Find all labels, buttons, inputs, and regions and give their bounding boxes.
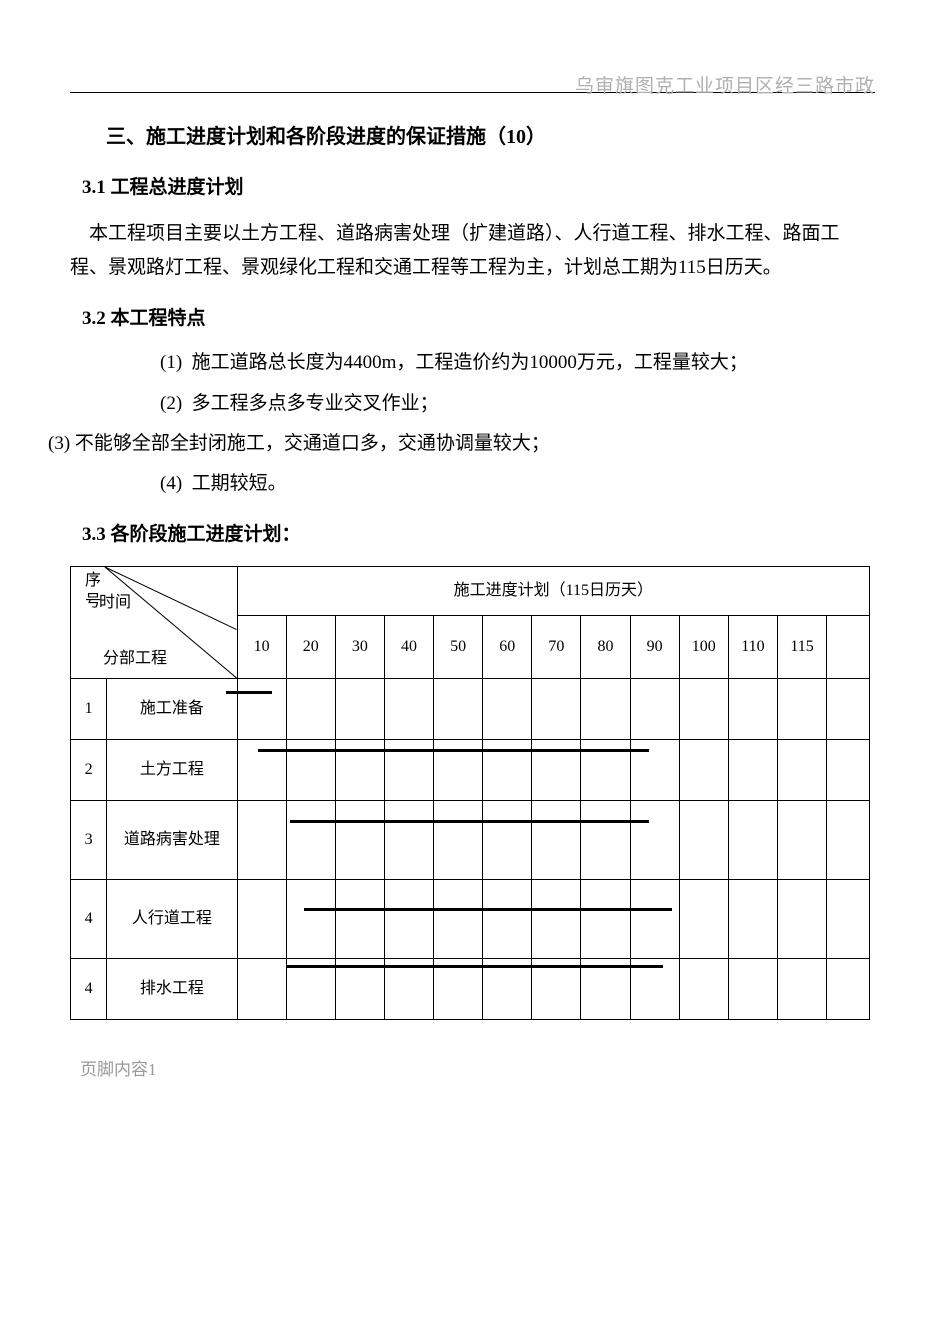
gantt-row-2-name: 土方工程 — [107, 740, 237, 801]
list-item-4-text: 工期较短。 — [192, 473, 287, 494]
subheading-3-3: 3.3 各阶段施工进度计划： — [82, 520, 875, 550]
gantt-day-60: 60 — [483, 616, 532, 679]
gantt-table: 序 号 时间 分部工程 施工进度计划（115日历天） 10 20 30 40 — [70, 566, 870, 1020]
page-footer: 页脚内容1 — [80, 1056, 875, 1083]
document-page: 乌审旗图克工业项目区经三路市政 三、施工进度计划和各阶段进度的保证措施（10） … — [0, 0, 945, 1123]
gantt-schedule-title: 施工进度计划（115日历天） — [237, 567, 869, 616]
list-item-2-text: 多工程多点多专业交叉作业； — [192, 393, 439, 414]
gantt-row-1: 1 施工准备 — [71, 679, 870, 740]
list-item-1-text: 施工道路总长度为4400m，工程造价约为10000万元，工程量较大； — [192, 352, 748, 373]
gantt-day-115: 115 — [777, 616, 826, 679]
list-item-3-text: 不能够全部全封闭施工，交通道口多，交通协调量较大； — [75, 433, 550, 454]
paragraph-3-1: 本工程项目主要以土方工程、道路病害处理（扩建道路）、人行道工程、排水工程、路面工… — [70, 217, 875, 284]
gantt-row-5-name: 排水工程 — [107, 959, 237, 1020]
gantt-header-row-1: 序 号 时间 分部工程 施工进度计划（115日历天） — [71, 567, 870, 616]
subheading-3-1: 3.1 工程总进度计划 — [82, 173, 875, 203]
list-item-3: (3) 不能够全部全封闭施工，交通道口多，交通协调量较大； — [48, 429, 875, 459]
gantt-row-1-no: 1 — [71, 679, 107, 740]
gantt-day-30: 30 — [335, 616, 384, 679]
gantt-day-110: 110 — [728, 616, 777, 679]
page-header-right: 乌审旗图克工业项目区经三路市政 — [575, 72, 875, 102]
gantt-day-50: 50 — [434, 616, 483, 679]
section-title: 三、施工进度计划和各阶段进度的保证措施（10） — [106, 121, 875, 153]
diagonal-lines-icon — [71, 567, 237, 678]
gantt-day-40: 40 — [384, 616, 433, 679]
gantt-row-4-name: 人行道工程 — [107, 880, 237, 959]
gantt-row-4: 4 人行道工程 — [71, 880, 870, 959]
list-item-1: (1) 施工道路总长度为4400m，工程造价约为10000万元，工程量较大； — [160, 348, 875, 378]
gantt-row-3-no: 3 — [71, 801, 107, 880]
gantt-row-1-name: 施工准备 — [107, 679, 237, 740]
gantt-day-100: 100 — [679, 616, 728, 679]
gantt-row-2: 2 土方工程 — [71, 740, 870, 801]
subheading-3-2: 3.2 本工程特点 — [82, 304, 875, 334]
gantt-row-2-no: 2 — [71, 740, 107, 801]
gantt-row-3-name: 道路病害处理 — [107, 801, 237, 880]
gantt-row-5: 4 排水工程 — [71, 959, 870, 1020]
gantt-row-5-no: 4 — [71, 959, 107, 1020]
list-item-2: (2) 多工程多点多专业交叉作业； — [160, 389, 875, 419]
gantt-day-extra — [827, 616, 870, 679]
gantt-header-diagonal: 序 号 时间 分部工程 — [71, 567, 238, 679]
gantt-day-20: 20 — [286, 616, 335, 679]
gantt-chart: 序 号 时间 分部工程 施工进度计划（115日历天） 10 20 30 40 — [70, 566, 870, 1020]
gantt-row-4-no: 4 — [71, 880, 107, 959]
gantt-day-90: 90 — [630, 616, 679, 679]
gantt-row-3: 3 道路病害处理 — [71, 801, 870, 880]
gantt-day-70: 70 — [532, 616, 581, 679]
list-item-4: (4) 工期较短。 — [160, 469, 875, 499]
gantt-day-80: 80 — [581, 616, 630, 679]
gantt-day-10: 10 — [237, 616, 286, 679]
